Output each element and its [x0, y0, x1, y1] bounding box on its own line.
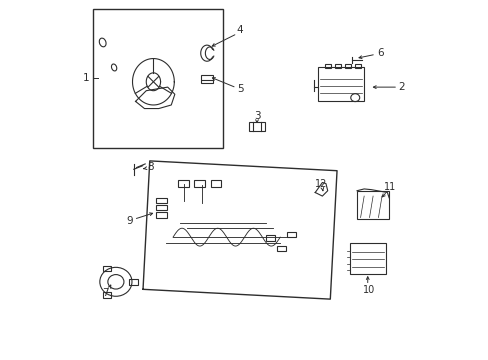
Text: 2: 2 [398, 82, 404, 92]
Bar [210, 180, 221, 187]
Bar [354, 64, 361, 68]
Bar [356, 191, 388, 219]
Text: 9: 9 [126, 216, 133, 226]
Bar [265, 235, 274, 241]
Bar [349, 243, 385, 274]
Bar [156, 212, 166, 217]
Bar [248, 122, 264, 131]
Text: 8: 8 [147, 162, 154, 172]
Bar [102, 266, 111, 271]
Text: 10: 10 [362, 285, 374, 295]
Text: 5: 5 [236, 84, 243, 94]
Bar [93, 9, 223, 148]
Bar [334, 64, 341, 68]
Bar [200, 75, 213, 83]
Bar [276, 246, 285, 251]
Bar [102, 292, 111, 298]
Bar [287, 232, 296, 237]
Text: 3: 3 [253, 111, 260, 121]
Bar [324, 64, 331, 68]
Text: 6: 6 [376, 48, 383, 58]
Bar [317, 67, 364, 100]
Text: 12: 12 [314, 179, 326, 189]
Bar [194, 180, 205, 187]
Bar [129, 279, 138, 285]
Bar [156, 198, 166, 203]
Bar [178, 180, 189, 187]
Text: 11: 11 [384, 182, 396, 192]
Bar [156, 205, 166, 210]
Text: 1: 1 [83, 73, 90, 83]
Text: 4: 4 [236, 25, 243, 35]
Bar [344, 64, 350, 68]
Text: 7: 7 [102, 288, 109, 297]
